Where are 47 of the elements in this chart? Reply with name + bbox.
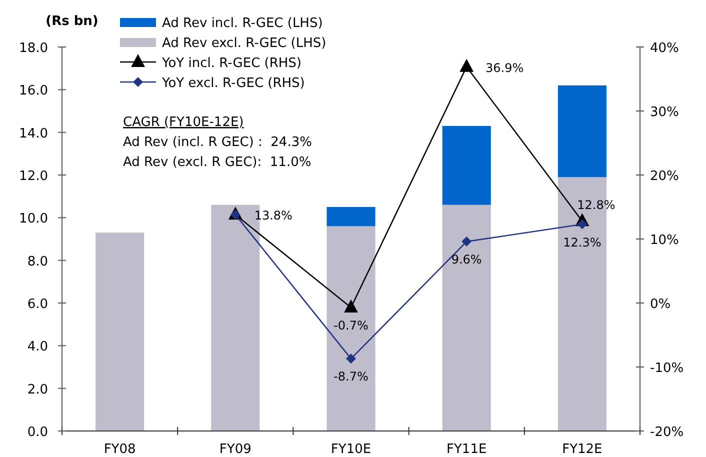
y2-tick-label: 0%	[650, 297, 671, 312]
data-label: 13.8%	[254, 208, 292, 223]
y-tick-label: 8.0	[27, 254, 48, 270]
annotation: CAGR (FY10E-12E)	[123, 115, 244, 130]
data-label: 12.8%	[577, 198, 616, 212]
annotation: Ad Rev (incl. R GEC) : 24.3%	[123, 135, 312, 150]
bar	[442, 204, 491, 431]
legend-label: Ad Rev incl. R-GEC (LHS)	[162, 16, 323, 31]
annotation: Ad Rev (excl. R GEC): 11.0%	[123, 155, 312, 170]
x-tick-label: FY08	[104, 442, 136, 457]
y-tick-label: 18.0	[19, 41, 48, 56]
y2-tick-label: 40%	[650, 41, 679, 56]
y-tick-label: 12.0	[19, 169, 48, 184]
y2-tick-label: 30%	[650, 105, 679, 120]
bar	[326, 226, 376, 431]
point	[346, 354, 356, 364]
data-label: -8.7%	[334, 370, 368, 384]
y-axis-title: (Rs bn)	[46, 14, 98, 29]
y-tick-label: 6.0	[27, 297, 48, 312]
x-tick-label: FY10E	[330, 442, 372, 457]
bar	[326, 207, 376, 226]
point	[344, 299, 358, 312]
legend-label: YoY excl. R-GEC (RHS)	[161, 76, 305, 91]
y-tick-label: 2.0	[27, 382, 48, 398]
x-tick-label: FY11E	[446, 442, 487, 457]
point	[462, 236, 472, 247]
y-tick-label: 10.0	[19, 212, 48, 227]
y2-tick-label: 10%	[650, 233, 679, 248]
y2-tick-label: -10%	[650, 361, 684, 376]
data-label: 12.3%	[563, 235, 602, 250]
x-tick-label: FY12E	[562, 442, 602, 457]
legend-label: YoY incl. R-GEC (RHS)	[161, 56, 302, 71]
data-label: 9.6%	[451, 252, 482, 267]
y-tick-label: 0.0	[27, 425, 48, 440]
y2-tick-label: -20%	[650, 425, 684, 440]
data-label: -0.7%	[334, 318, 368, 332]
y-tick-label: 14.0	[19, 126, 48, 142]
y2-tick-label: 20%	[650, 169, 679, 184]
y-tick-label: 16.0	[19, 84, 48, 99]
bar	[96, 232, 144, 431]
y-tick-label: 4.0	[27, 340, 48, 355]
point	[460, 58, 474, 72]
bar	[442, 126, 491, 205]
legend-label: Ad Rev excl. R-GEC (LHS)	[162, 36, 326, 51]
x-tick-label: FY09	[219, 442, 252, 457]
bar	[558, 85, 606, 178]
data-label: 36.9%	[486, 60, 524, 75]
